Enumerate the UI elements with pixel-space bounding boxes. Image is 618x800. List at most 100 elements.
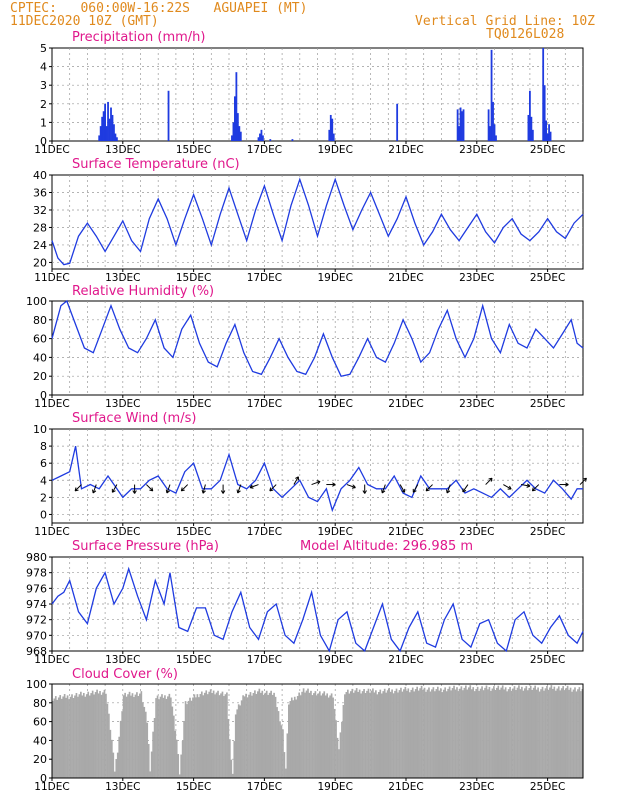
cloud-bar xyxy=(552,688,554,778)
cloud-bar xyxy=(282,729,284,778)
cloud-bar xyxy=(367,688,370,778)
cloud-bar xyxy=(68,699,70,778)
wind-arrow-head xyxy=(582,477,587,482)
cloud-bar xyxy=(302,688,305,778)
precip-bar xyxy=(329,114,332,141)
cloud-bar xyxy=(448,686,451,778)
y-tick-label: 4 xyxy=(40,474,47,487)
cloud-bar xyxy=(459,688,461,778)
precip-bar xyxy=(108,118,111,141)
cloud-bar xyxy=(141,702,144,778)
y-tick-label: 974 xyxy=(26,598,47,611)
y-tick-label: 980 xyxy=(26,551,47,564)
precip-bar xyxy=(260,129,263,141)
precip-bar xyxy=(492,101,494,141)
wind-arrow xyxy=(425,484,433,492)
x-tick-label: 11DEC xyxy=(34,272,69,284)
precip-bar xyxy=(545,120,548,141)
cloud-bar xyxy=(528,688,531,778)
cloud-bar xyxy=(354,690,357,778)
cloud-bar xyxy=(133,697,135,778)
cloud-bar xyxy=(456,687,458,778)
cloud-bar xyxy=(351,688,354,778)
cloud-bar xyxy=(519,689,522,778)
station-header: CPTEC: 060:00W-16:22S AGUAPEI (MT) xyxy=(10,1,308,16)
cloud-bar xyxy=(271,694,274,778)
cloud-bar xyxy=(436,686,439,778)
x-tick-label: 21DEC xyxy=(388,398,423,410)
cloud-bar xyxy=(506,691,508,778)
cloud-bar xyxy=(411,687,414,778)
cloud-bar xyxy=(113,771,116,778)
cloud-bar xyxy=(255,693,258,778)
precip-bar xyxy=(543,85,546,141)
cloud-bar xyxy=(349,691,352,778)
cloud-bar xyxy=(332,697,334,778)
cloud-bar xyxy=(121,711,123,778)
cloud-bar xyxy=(156,695,159,778)
cloud-bar xyxy=(305,690,308,778)
cloud-bar xyxy=(103,689,106,778)
cloud-bar xyxy=(153,717,156,778)
cloud-bar xyxy=(481,686,483,778)
cloud-bar xyxy=(507,689,510,778)
cloud-bar xyxy=(60,698,63,778)
precip-bar xyxy=(461,111,463,141)
cloud-bar xyxy=(171,706,174,778)
cloud-bar xyxy=(71,694,73,778)
precip-bar xyxy=(546,133,549,141)
wind-arrow-head xyxy=(180,487,185,492)
precip-bar xyxy=(490,49,493,141)
cloud-bar xyxy=(298,692,300,778)
cloud-bar xyxy=(296,696,299,778)
cloud-bar xyxy=(554,690,557,778)
cloud-bar xyxy=(177,754,180,778)
cloud-bar xyxy=(441,692,444,778)
wind-arrow-head xyxy=(149,487,154,492)
cloud-bar xyxy=(100,694,103,778)
cloud-bar xyxy=(454,689,457,778)
cloud-bar xyxy=(503,689,506,778)
panel-title: Relative Humidity (%) xyxy=(72,284,214,299)
cloud-bar xyxy=(382,691,385,778)
cloud-bar xyxy=(125,696,128,778)
cloud-bar xyxy=(344,694,346,778)
panel-2: 0 20 40 60 80 100 11DEC 13DEC 15DEC 17DEC 19DEC 21D… xyxy=(26,284,584,410)
cloud-bar xyxy=(465,685,467,778)
cloud-bar xyxy=(308,692,311,778)
y-tick-label: 80 xyxy=(33,314,47,327)
cloud-bar xyxy=(361,691,364,778)
cloud-bar xyxy=(279,721,281,778)
cloud-bar xyxy=(192,697,194,778)
wind-arrow xyxy=(111,484,118,493)
x-tick-label: 23DEC xyxy=(459,781,494,793)
wind-arrow-head xyxy=(236,489,241,494)
cloud-bar xyxy=(75,693,78,778)
cloud-bar xyxy=(380,693,383,778)
cloud-bar xyxy=(460,686,463,778)
series-line xyxy=(51,299,584,377)
cloud-bar xyxy=(389,691,392,778)
cloud-bar xyxy=(417,690,420,778)
cloud-bar xyxy=(136,692,138,778)
cloud-bar xyxy=(395,688,398,778)
cloud-bar xyxy=(562,686,565,778)
cloud-bar xyxy=(475,688,477,778)
cloud-bar xyxy=(435,689,438,778)
cloud-bar xyxy=(347,689,349,778)
x-tick-label: 15DEC xyxy=(176,781,211,793)
cloud-bar xyxy=(190,700,193,778)
cloud-bar xyxy=(540,689,542,778)
cloud-bar xyxy=(538,691,541,778)
cloud-bar xyxy=(581,688,584,778)
cloud-bar xyxy=(549,687,551,778)
y-tick-label: 100 xyxy=(26,678,47,691)
wind-arrow-head xyxy=(201,489,206,494)
x-tick-label: 15DEC xyxy=(176,272,211,284)
wind-arrow xyxy=(381,484,386,494)
cloud-bar xyxy=(473,691,476,778)
cloud-bar xyxy=(488,687,491,778)
cloud-bar xyxy=(400,687,402,778)
cloud-bar xyxy=(199,693,202,778)
panel-4: 968 970 972 974 976 978 980 11DEC 13DEC 15DEC 17DE… xyxy=(26,539,584,666)
